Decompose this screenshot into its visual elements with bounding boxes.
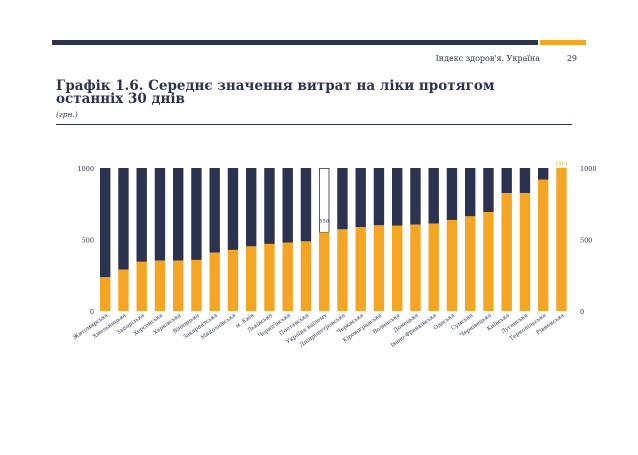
bar-value-label: 605	[411, 219, 421, 225]
bar-value-label: 353	[173, 255, 183, 261]
bar-value-label: 427	[228, 244, 238, 250]
bar-value	[337, 229, 348, 311]
bar-remainder	[173, 168, 184, 261]
bar-remainder	[318, 167, 330, 233]
bar-value-label: 550	[319, 218, 329, 224]
bar-value-label: 692	[484, 207, 494, 213]
y-tick-label-left: 0	[90, 308, 94, 316]
bar-value-label: 236	[100, 272, 110, 278]
bar-value-label: 571	[338, 224, 348, 230]
chart-title: Графік 1.6. Середнє значення витрат на л…	[56, 78, 495, 107]
bar-value-label: 469	[265, 238, 275, 244]
bar-value	[392, 225, 403, 311]
bar-value	[300, 241, 312, 311]
bar-value	[319, 232, 330, 311]
bar-remainder	[300, 168, 312, 242]
bar-value	[191, 259, 202, 311]
bar-value	[501, 193, 512, 311]
bar-remainder	[392, 168, 403, 226]
bar-remainder	[136, 168, 147, 262]
bar-value	[355, 227, 366, 311]
bar-remainder	[209, 168, 220, 253]
bar-remainder	[410, 168, 421, 225]
bar-value-label: 408	[210, 247, 220, 253]
bar-value	[136, 261, 147, 311]
bar-value-label: 596	[392, 220, 402, 226]
bar-remainder	[264, 168, 275, 244]
bar-value	[100, 277, 111, 311]
bar-value	[483, 212, 494, 311]
bar-value	[428, 223, 439, 311]
bar-value	[410, 224, 421, 311]
bar-remainder	[118, 168, 129, 270]
bar-value-label: 1001	[555, 161, 568, 167]
bar-value	[227, 249, 239, 311]
bar-remainder	[191, 168, 202, 260]
y-tick-label-right: 0	[580, 308, 584, 316]
bar-value	[282, 242, 293, 311]
bar-remainder	[373, 168, 385, 226]
header-accent-bar	[540, 40, 586, 45]
bar-value	[209, 252, 220, 311]
y-tick-label-left: 500	[82, 237, 94, 245]
bar-value-label: 636	[447, 215, 457, 221]
bar-remainder	[465, 168, 476, 217]
bar-remainder	[355, 168, 366, 228]
bar-remainder	[246, 168, 257, 247]
bar-remainder	[519, 168, 531, 194]
bar-value-label: 824	[502, 188, 512, 194]
bar-value-label: 612	[429, 218, 439, 224]
y-tick-label-right: 1000	[580, 165, 597, 173]
bar-remainder	[227, 168, 239, 250]
bar-remainder	[538, 168, 549, 180]
bar-value	[264, 243, 275, 311]
bar-remainder	[428, 168, 439, 224]
bar-remainder	[337, 168, 348, 230]
bar-value-label: 452	[246, 241, 256, 247]
bar-value	[246, 246, 257, 311]
bar-value	[118, 269, 129, 311]
bar-value-label: 344	[137, 256, 147, 262]
bar-remainder	[501, 168, 512, 194]
bar-value-label: 918	[538, 174, 548, 180]
report-title: Індекс здоров'я. Україна	[435, 54, 540, 63]
bar-value-label: 479	[283, 237, 293, 243]
bar-value-label: 289	[119, 264, 129, 270]
bar-value-label: 662	[465, 211, 475, 217]
bar-value	[556, 167, 567, 311]
bar-value	[373, 225, 385, 311]
y-tick-label-right: 500	[580, 237, 592, 245]
bar-remainder	[154, 168, 166, 261]
page-number: 29	[566, 54, 577, 63]
bar-value	[173, 260, 184, 311]
bar-value-label: 825	[520, 188, 530, 194]
bar-value	[465, 216, 476, 311]
bar-remainder	[483, 168, 494, 213]
title-divider	[56, 124, 572, 125]
bar-remainder	[446, 168, 458, 221]
bar-remainder	[282, 168, 293, 243]
header-bar	[52, 40, 538, 45]
bar-value-label: 599	[374, 220, 384, 226]
y-tick-label-left: 1000	[77, 165, 94, 173]
bar-value-label: 352	[155, 255, 165, 261]
chart-subtitle: (грн.)	[56, 110, 78, 119]
bar-value	[519, 193, 531, 311]
bar-remainder	[100, 168, 111, 278]
bar-value-label: 487	[301, 236, 311, 242]
bar-value	[154, 260, 166, 311]
bar-value	[538, 179, 549, 311]
bar-value	[446, 220, 458, 311]
bar-value-label: 357	[192, 254, 202, 260]
bar-value-label: 586	[356, 222, 366, 228]
